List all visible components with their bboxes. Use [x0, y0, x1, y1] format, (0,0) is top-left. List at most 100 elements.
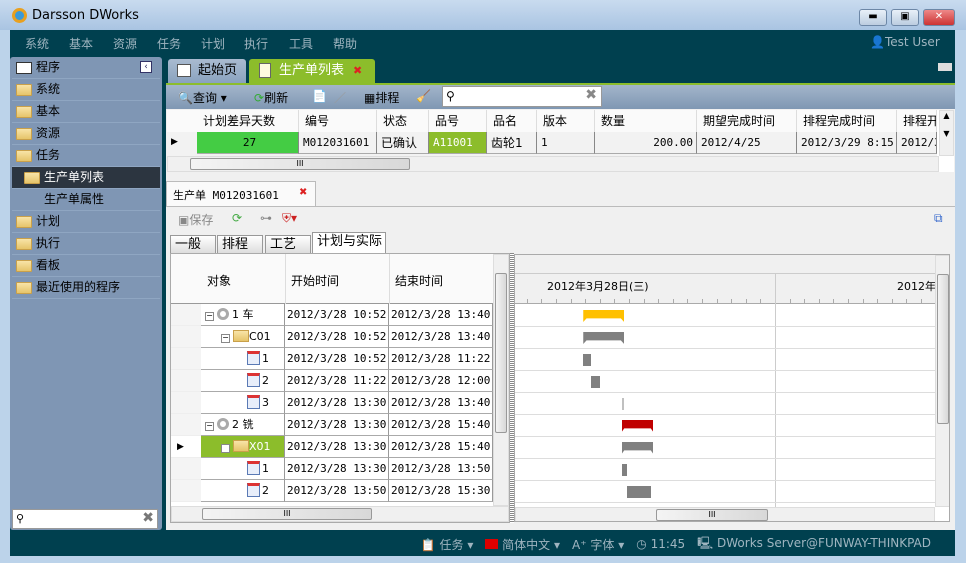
clear-search-icon[interactable]: ✖	[142, 510, 154, 526]
tree-cell-start[interactable]: 2012/3/28 13:30	[285, 414, 389, 436]
column-header[interactable]: 版本	[537, 110, 595, 132]
collapse-icon[interactable]: −	[205, 421, 214, 431]
table-cell[interactable]: 2012/3/29 8:15	[797, 132, 897, 154]
table-cell[interactable]: M012031601	[299, 132, 377, 154]
delete-shield-icon[interactable]: ⛨▾	[282, 211, 298, 225]
menu-3[interactable]: 任务	[157, 37, 182, 51]
table-cell[interactable]: 27	[197, 132, 299, 154]
minimize-button[interactable]: ▬	[859, 9, 887, 26]
tree-row[interactable]: 2 2012/3/28 11:22 2012/3/28 12:00	[171, 370, 493, 392]
tree-row[interactable]: 1 2012/3/28 10:52 2012/3/28 11:22	[171, 348, 493, 370]
close-tab-icon[interactable]: ✖	[353, 64, 363, 77]
sidebar-item[interactable]: 基本	[12, 101, 160, 123]
gantt-bar[interactable]	[621, 464, 627, 476]
gantt-bar[interactable]	[626, 486, 651, 498]
table-cell[interactable]: A11001	[429, 132, 487, 154]
clear-search-icon[interactable]: ✖	[585, 87, 597, 103]
refresh-button[interactable]: ⟳刷新	[254, 91, 289, 105]
toolbar-search[interactable]: ⚲ ✖	[442, 86, 602, 107]
gantt-bar[interactable]	[583, 310, 625, 322]
menu-0[interactable]: 系统	[25, 37, 50, 51]
sidebar-item[interactable]: 看板	[12, 255, 160, 277]
tree-cell-object[interactable]: 2	[201, 480, 285, 502]
collapse-sidebar-button[interactable]: ‹	[140, 61, 152, 73]
close-tab-icon[interactable]: ✖	[299, 187, 308, 198]
tree-cell-object[interactable]: − C01	[201, 326, 285, 348]
table-cell[interactable]: 2012/3/28 10:52	[897, 132, 937, 154]
new-icon[interactable]: 📄	[312, 89, 327, 103]
detail-tab[interactable]: 生产单 M012031601 ✖	[166, 181, 316, 206]
menu-2[interactable]: 资源	[113, 37, 138, 51]
tree-cell-start[interactable]: 2012/3/28 11:22	[285, 370, 389, 392]
tree-cell-end[interactable]: 2012/3/28 12:00	[389, 370, 493, 392]
window-list-icon[interactable]	[938, 63, 952, 71]
close-button[interactable]: ✕	[923, 9, 955, 26]
menu-6[interactable]: 工具	[289, 37, 314, 51]
menu-4[interactable]: 计划	[201, 37, 226, 51]
tree-cell-object[interactable]: 2	[201, 370, 285, 392]
column-header-start[interactable]: 开始时间	[291, 274, 340, 288]
column-header[interactable]: 品名	[487, 110, 537, 132]
sidebar-item[interactable]: 系统	[12, 79, 160, 101]
maximize-button[interactable]: ▣	[891, 9, 919, 26]
tree-cell-end[interactable]: 2012/3/28 15:30	[389, 480, 493, 502]
tree-cell-start[interactable]: 2012/3/28 13:30	[285, 458, 389, 480]
tasks-menu[interactable]: 📋 任务 ▾	[420, 537, 474, 552]
gantt-hscroll[interactable]: III	[515, 507, 935, 521]
tree-cell-start[interactable]: 2012/3/28 10:52	[285, 326, 389, 348]
tree-row[interactable]: −1 车 2012/3/28 10:52 2012/3/28 13:40	[171, 304, 493, 326]
tree-cell-end[interactable]: 2012/3/28 15:40	[389, 436, 493, 458]
tree-cell-start[interactable]: 2012/3/28 10:52	[285, 348, 389, 370]
tree-cell-start[interactable]: 2012/3/28 10:52	[285, 304, 389, 326]
menu-1[interactable]: 基本	[69, 37, 94, 51]
tree-cell-end[interactable]: 2012/3/28 13:50	[389, 458, 493, 480]
tree-cell-start[interactable]: 2012/3/28 13:50	[285, 480, 389, 502]
tree-cell-end[interactable]: 2012/3/28 11:22	[389, 348, 493, 370]
tree-cell-start[interactable]: 2012/3/28 13:30	[285, 436, 389, 458]
order-grid-vscroll[interactable]: ▲ ▼	[939, 110, 954, 156]
tree-cell-object[interactable]: −1 车	[201, 304, 285, 326]
tree-cell-end[interactable]: 2012/3/28 13:40	[389, 392, 493, 414]
sidebar-item[interactable]: 生产单属性	[12, 189, 160, 211]
menu-5[interactable]: 执行	[244, 37, 269, 51]
schedule-button[interactable]: ▦排程	[364, 91, 400, 105]
query-button[interactable]: 🔍查询 ▾	[178, 91, 227, 105]
table-cell[interactable]: 已确认	[377, 132, 429, 154]
sidebar-item[interactable]: 资源	[12, 123, 160, 145]
table-cell[interactable]: 200.00	[595, 132, 697, 154]
order-grid-hscroll[interactable]: III	[167, 156, 939, 172]
tree-cell-object[interactable]: 1	[201, 458, 285, 480]
gantt-bar[interactable]	[583, 354, 591, 366]
menu-7[interactable]: 帮助	[333, 37, 358, 51]
collapse-icon[interactable]: −	[205, 311, 214, 321]
tree-row[interactable]: 1 2012/3/28 13:30 2012/3/28 13:50	[171, 458, 493, 480]
gantt-bar[interactable]	[583, 332, 625, 344]
subtab[interactable]: 工艺	[265, 235, 311, 253]
tree-row[interactable]: −2 铣 2012/3/28 13:30 2012/3/28 15:40	[171, 414, 493, 436]
clear-filter-icon[interactable]: 🧹	[416, 89, 431, 103]
tree-hscroll[interactable]: III	[171, 506, 509, 522]
sidebar-item[interactable]: 生产单列表	[12, 167, 160, 189]
column-header[interactable]: 计划差异天数	[197, 110, 299, 132]
column-header[interactable]: 编号	[299, 110, 377, 132]
tree-cell-object[interactable]: − X01	[201, 436, 285, 458]
tab-home[interactable]: 起始页	[168, 59, 246, 83]
subtab[interactable]: 计划与实际	[312, 232, 386, 254]
tree-row[interactable]: 3 2012/3/28 13:30 2012/3/28 13:40	[171, 392, 493, 414]
gantt-bar[interactable]	[621, 398, 625, 410]
column-header[interactable]: 品号	[429, 110, 487, 132]
sidebar-item[interactable]: 执行	[12, 233, 160, 255]
language-menu[interactable]: 简体中文 ▾	[485, 536, 560, 553]
column-header[interactable]: 状态	[377, 110, 429, 132]
gantt-bar[interactable]	[621, 420, 654, 432]
sidebar-item[interactable]: 最近使用的程序	[12, 277, 160, 299]
font-menu[interactable]: A⁺ 字体 ▾	[572, 537, 625, 552]
tree-cell-end[interactable]: 2012/3/28 13:40	[389, 304, 493, 326]
sidebar-search[interactable]: ⚲ ✖	[12, 509, 158, 529]
tree-vscroll[interactable]	[493, 254, 509, 506]
tree-cell-object[interactable]: 3	[201, 392, 285, 414]
user-menu[interactable]: 👤Test User	[870, 35, 940, 49]
sidebar-item[interactable]: 任务	[12, 145, 160, 167]
splitter[interactable]	[510, 253, 514, 523]
table-cell[interactable]: 齿轮1	[487, 132, 537, 154]
